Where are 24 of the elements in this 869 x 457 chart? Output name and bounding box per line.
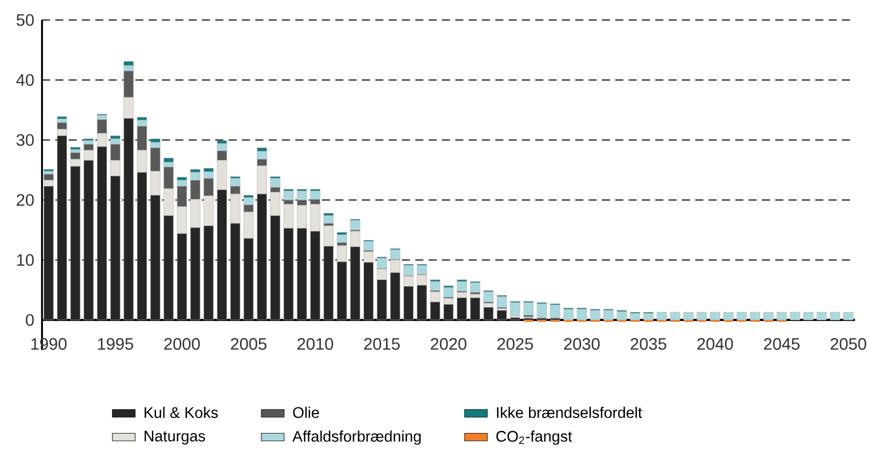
- legend-label: Affaldsforbrædning: [292, 430, 421, 445]
- x-tick-label: 2025: [497, 338, 533, 350]
- y-tick-label: 10: [17, 254, 34, 266]
- legend-label: Ikke brændselsfordelt: [497, 406, 642, 418]
- x-tick-label: 2010: [298, 338, 334, 350]
- x-tick-label: 2000: [164, 338, 200, 350]
- legend-label: Naturgas: [144, 430, 206, 445]
- x-tick-label: 2005: [230, 338, 266, 350]
- legend-label: Kul & Koks: [144, 406, 218, 418]
- legend-label: CO$_{2}$-fangst: [496, 430, 572, 445]
- legend-label: Olie: [293, 406, 319, 418]
- x-tick-label: 2040: [697, 338, 733, 350]
- x-tick-label: 2050: [830, 338, 866, 350]
- x-tick-label: 2045: [764, 338, 800, 350]
- x-tick-label: 1995: [98, 338, 134, 350]
- x-tick-label: 2020: [430, 338, 466, 350]
- y-tick-label: 40: [16, 74, 34, 86]
- y-tick-label: 50: [16, 14, 34, 26]
- y-tick-label: 20: [16, 194, 34, 206]
- x-tick-label: 2035: [630, 338, 666, 350]
- y-tick-label: 30: [16, 134, 34, 146]
- x-tick-label: 2015: [364, 338, 400, 350]
- y-tick-label: 0: [26, 314, 34, 326]
- x-tick-label: 2030: [564, 338, 600, 350]
